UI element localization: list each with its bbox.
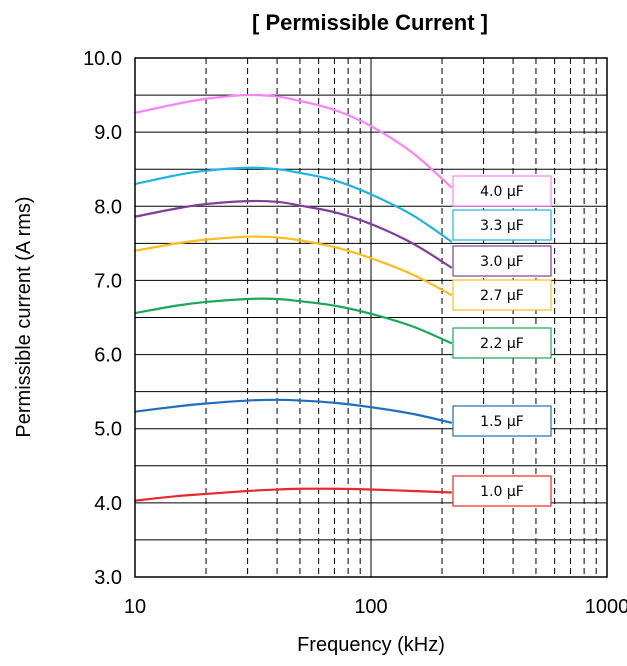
legend-box-5 [452, 405, 552, 437]
legend-label-1: 3.3 μF [480, 218, 524, 234]
plot-frame [134, 57, 608, 578]
legend-label-3: 2.7 μF [480, 288, 524, 304]
legend-box-6 [452, 475, 552, 507]
series-lines [134, 93, 453, 502]
legend-label-4: 2.2 μF [480, 336, 524, 352]
legend-box-0 [452, 175, 552, 207]
series-line-6 [134, 487, 452, 502]
legend-box-1 [452, 209, 552, 241]
series-line-2 [134, 199, 453, 269]
legend-label-0: 4.0 μF [480, 184, 524, 200]
tick-labels: 3.0 4.0 5.0 6.0 7.0 8.0 9.0 10.0 10 100 1000 [83, 48, 627, 618]
x-tick-label: 10 [124, 596, 146, 618]
legend-label-2: 3.0 μF [480, 254, 524, 270]
y-tick-label: 7.0 [94, 270, 122, 292]
series-line-0 [134, 93, 453, 189]
series-line-5 [134, 398, 453, 424]
x-tick-label: 100 [354, 596, 387, 618]
y-tick-label: 10.0 [83, 48, 122, 70]
series-line-4 [134, 297, 453, 345]
legend-label-6: 1.0 μF [480, 484, 524, 500]
legend-box-4 [452, 327, 552, 359]
x-axis-label: Frequency (kHz) [297, 634, 445, 656]
y-tick-label: 8.0 [94, 196, 122, 218]
y-tick-label: 3.0 [94, 567, 122, 589]
legend-box-2 [452, 245, 552, 277]
legend-label-5: 1.5 μF [480, 414, 524, 430]
y-tick-label: 9.0 [94, 122, 122, 144]
y-tick-label: 6.0 [94, 345, 122, 367]
chart-title: [ Permissible Current ] [252, 10, 488, 35]
series-line-1 [134, 166, 453, 243]
y-tick-label: 5.0 [94, 419, 122, 441]
y-tick-label: 4.0 [94, 493, 122, 515]
series-line-3 [134, 235, 453, 297]
legend: 4.0 μF 3.3 μF 3.0 μF 2.7 μF 2.2 μF 1.5 μF 1.0 … [452, 175, 552, 507]
y-axis-label: Permissible current (A rms) [13, 196, 35, 437]
x-tick-label: 1000 [585, 596, 627, 618]
legend-box-3 [452, 279, 552, 311]
